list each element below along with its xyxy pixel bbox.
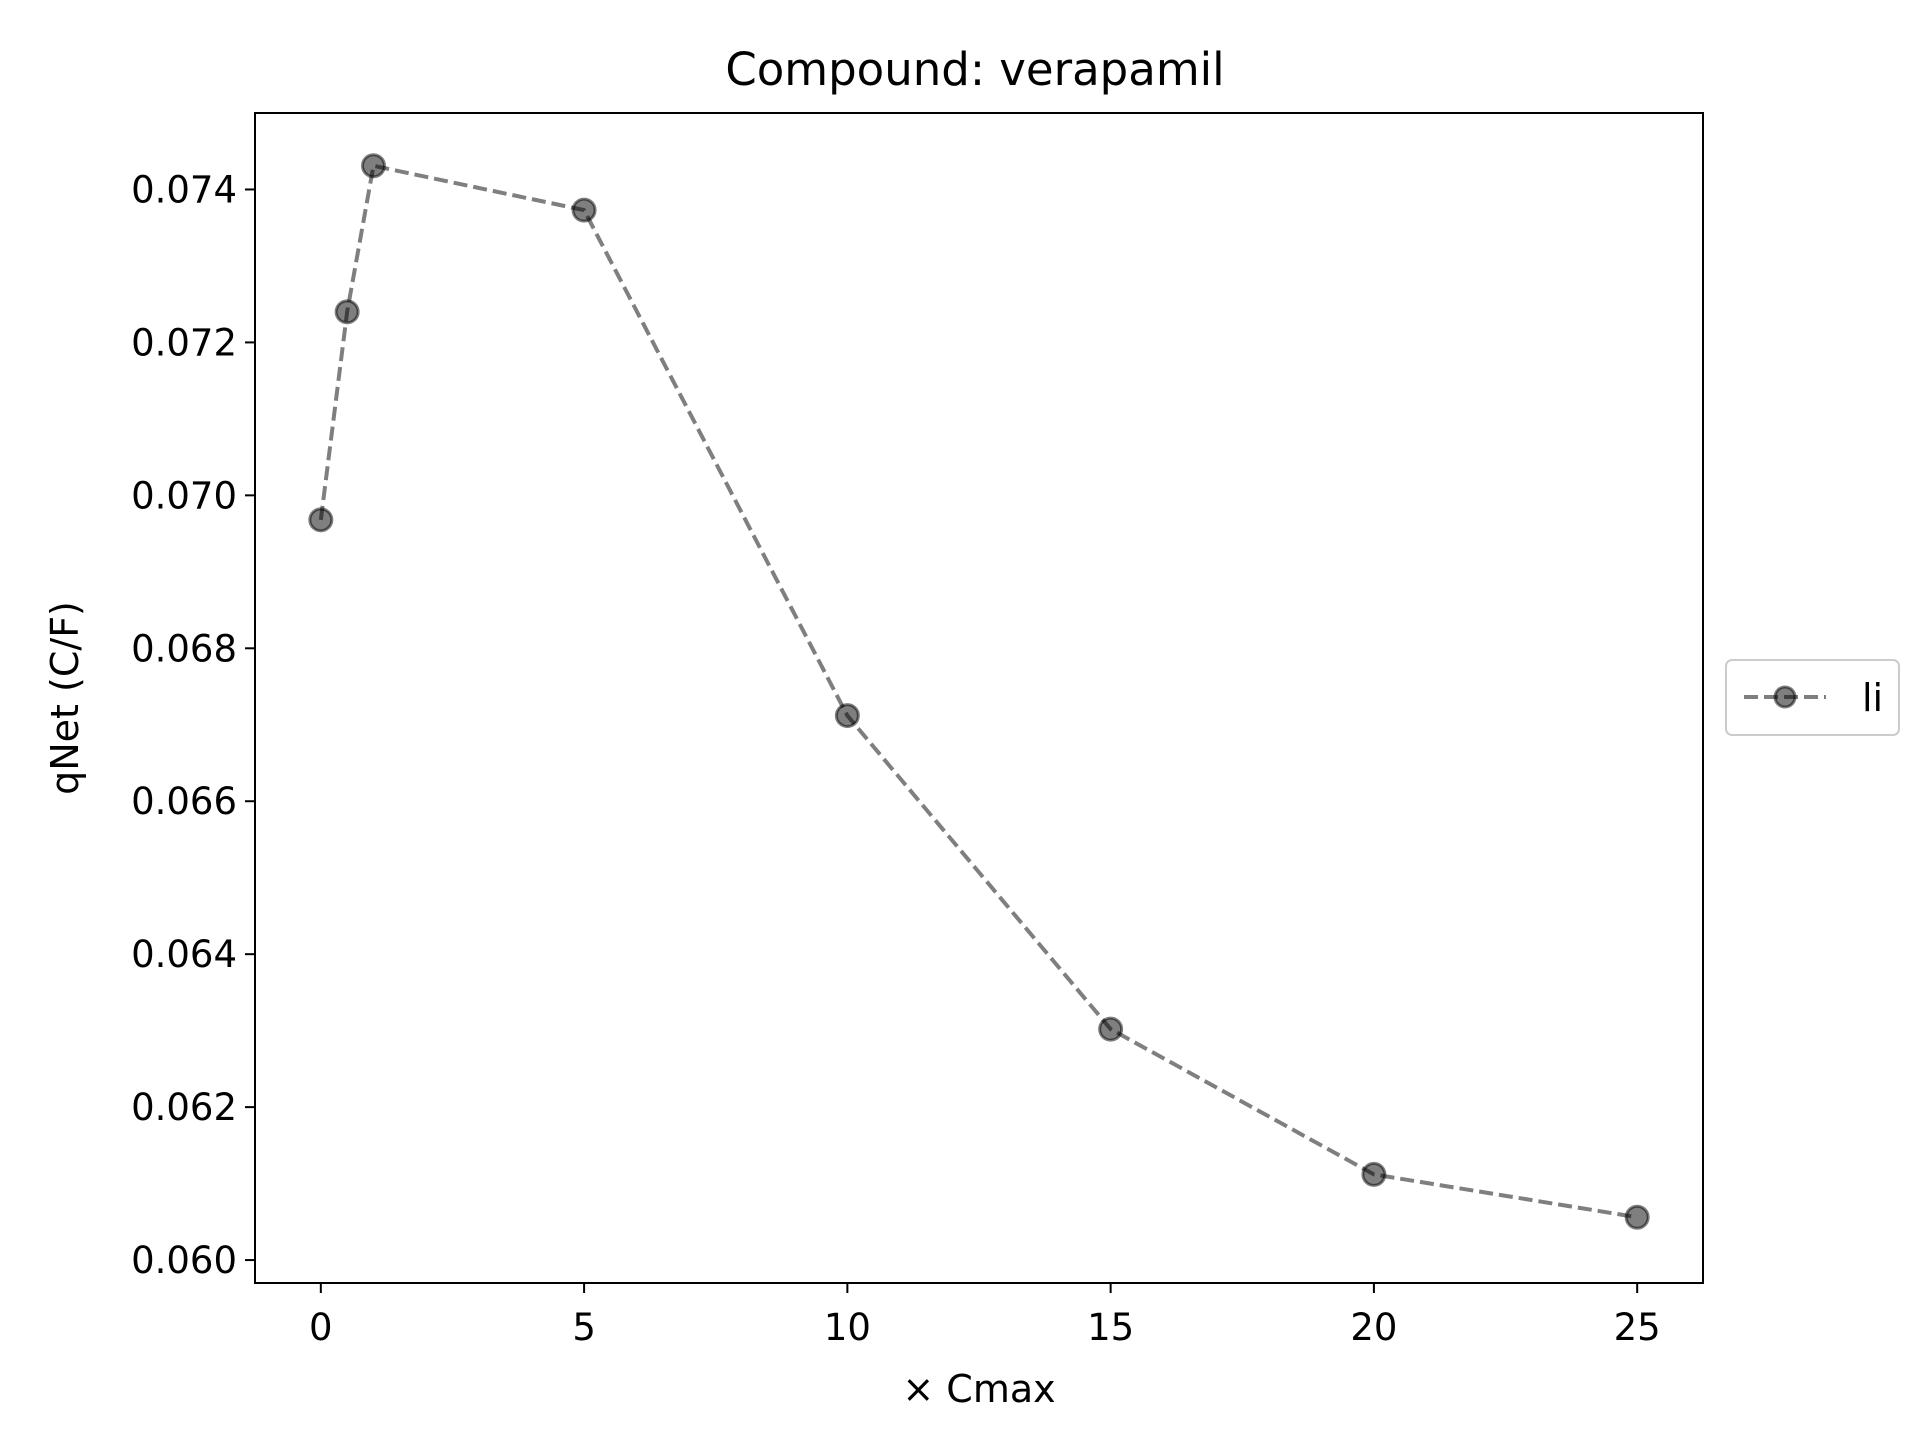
series-lines (318, 163, 1638, 1220)
data-point (1098, 1016, 1124, 1042)
y-tick-label: 0.074 (131, 168, 237, 211)
y-tick-label: 0.068 (131, 627, 237, 670)
plot-area (255, 113, 1703, 1283)
series-markers (308, 153, 1650, 1230)
y-tick-label: 0.072 (131, 321, 237, 364)
series-line-li (318, 163, 1638, 1220)
x-tick-label: 25 (1614, 1306, 1661, 1349)
x-axis-label: × Cmax (902, 1367, 1055, 1411)
plot-frame (254, 112, 1704, 1284)
data-point (334, 299, 360, 325)
y-tick-label: 0.066 (131, 780, 237, 823)
x-tick-label: 0 (309, 1306, 333, 1349)
y-tick-label: 0.060 (131, 1239, 237, 1282)
data-point (1624, 1204, 1650, 1230)
plot-background (255, 113, 1703, 1283)
data-point (571, 197, 597, 223)
y-axis-label: qNet (C/F) (43, 601, 87, 795)
x-axis: 0 5 10 15 20 25 (309, 1283, 1661, 1349)
data-point (308, 507, 334, 533)
y-tick-label: 0.070 (131, 474, 237, 517)
y-tick-label: 0.062 (131, 1086, 237, 1129)
data-point (360, 153, 386, 179)
legend-marker-sample (1773, 685, 1797, 709)
data-point (834, 703, 860, 729)
legend: li (1725, 659, 1900, 736)
chart-title: Compound: verapamil (725, 43, 1224, 96)
data-point (1361, 1161, 1387, 1187)
y-tick-label: 0.064 (131, 933, 237, 976)
x-tick-label: 15 (1087, 1306, 1134, 1349)
x-tick-label: 20 (1350, 1306, 1397, 1349)
y-axis: 0.060 0.062 0.064 0.066 0.068 0.070 0.072 0.074 (131, 168, 255, 1282)
x-tick-label: 10 (824, 1306, 871, 1349)
x-tick-label: 5 (572, 1306, 596, 1349)
legend-label-li: li (1862, 676, 1883, 720)
